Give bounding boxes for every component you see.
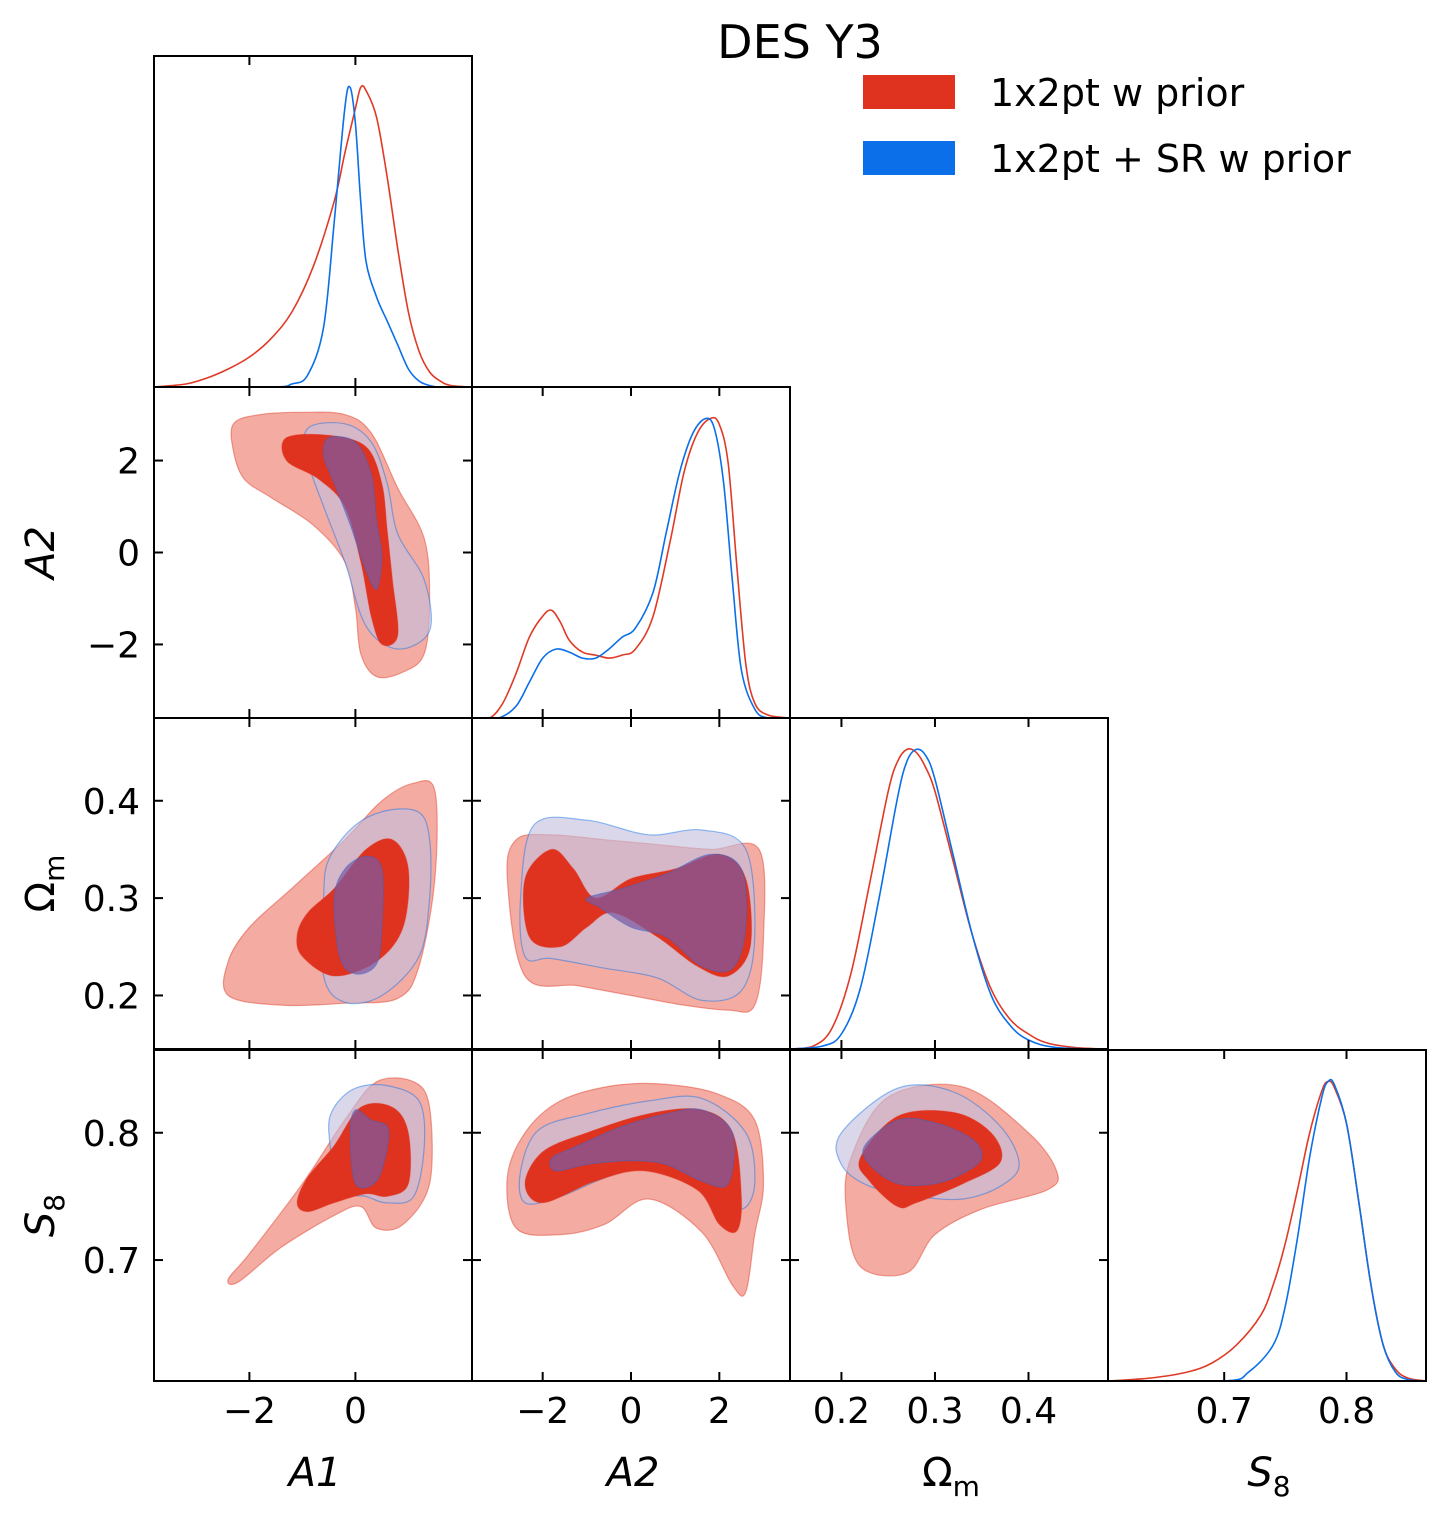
y-tick-label-A2: 2	[117, 442, 140, 483]
panel-body	[472, 416, 790, 718]
legend-swatch-2	[863, 141, 955, 175]
panel-Om-Om	[789, 717, 1109, 1050]
panel-A1-S8: −2 0 0.7 0.8	[83, 1049, 473, 1432]
y-axis-label-Om-sub: m	[38, 855, 71, 882]
x-tick-label-A1: 0	[344, 1391, 367, 1432]
contour-68-A1-S8-series-2	[349, 1109, 390, 1189]
marginal-line-A2-series-1	[472, 416, 790, 718]
y-axis-label-Om-main: Ω	[18, 882, 64, 913]
marginal-line-A2-series-2	[472, 417, 790, 718]
x-axis-label-S8-main: S	[1247, 1450, 1272, 1496]
legend-label-2: 1x2pt + SR w prior	[990, 137, 1351, 181]
y-tick-label-Om: 0.4	[83, 782, 140, 823]
contour-68-Om-S8-series-2	[862, 1117, 983, 1187]
y-tick-label-S8: 0.7	[83, 1241, 140, 1282]
contour-68-A2-Om-series-2	[585, 853, 748, 973]
x-tick-label-A2: 2	[708, 1391, 731, 1432]
contour-68-A1-Om-series-2	[333, 855, 384, 975]
marginal-line-Om-series-2	[790, 748, 1108, 1049]
y-tick-label-S8: 0.8	[83, 1114, 140, 1155]
marginal-line-A1-series-2	[154, 85, 472, 387]
y-axis-label-S8-main: S	[18, 1212, 64, 1237]
y-axis-label-A2: A2	[18, 526, 64, 582]
panel-frame	[153, 55, 473, 388]
panel-A1-A2: −2 0 2	[87, 386, 473, 719]
x-axis-label-Om-sub: m	[953, 1470, 980, 1503]
panel-Om-S8: 0.2 0.3 0.4	[789, 1049, 1109, 1432]
legend: 1x2pt w prior 1x2pt + SR w prior	[863, 71, 1351, 181]
y-axis-label-S8-sub: 8	[38, 1194, 71, 1212]
panel-frame	[789, 717, 1109, 1050]
legend-swatch-1	[863, 75, 955, 109]
x-tick-label-A2: 0	[620, 1391, 643, 1432]
marginal-line-Om-series-1	[790, 748, 1108, 1049]
panel-frame	[1107, 1049, 1427, 1382]
panel-body	[790, 748, 1108, 1049]
panel-A2-A2	[471, 386, 791, 719]
y-tick-label-Om: 0.3	[83, 879, 140, 920]
y-tick-label-A2: 0	[117, 534, 140, 575]
y-axis-label-S8: S8	[18, 1194, 71, 1237]
panel-body	[230, 411, 432, 679]
x-tick-label-Om: 0.3	[906, 1391, 963, 1432]
contour-68-A2-S8-series-2	[549, 1108, 735, 1188]
y-tick-label-A2: −2	[87, 625, 140, 666]
panel-A2-S8: −2 0 2	[471, 1049, 791, 1432]
panel-body	[154, 84, 472, 387]
marginal-line-S8-series-2	[1108, 1078, 1426, 1381]
x-tick-label-A2: −2	[516, 1391, 569, 1432]
x-axis-label-Om: Ωm	[922, 1450, 980, 1503]
marginal-line-S8-series-1	[1108, 1080, 1426, 1381]
x-tick-label-Om: 0.4	[1000, 1391, 1057, 1432]
x-axis-label-S8: S8	[1247, 1450, 1290, 1503]
legend-label-1: 1x2pt w prior	[990, 71, 1245, 115]
panel-body	[835, 1083, 1059, 1277]
contour-68-A1-A2-series-2	[322, 435, 383, 591]
panel-body	[227, 1077, 433, 1286]
panel-A2-Om	[471, 717, 791, 1050]
y-tick-label-Om: 0.2	[83, 976, 140, 1017]
y-axis-label-Om: Ωm	[18, 855, 71, 913]
x-axis-label-A1: A1	[286, 1450, 342, 1496]
x-tick-label-S8: 0.7	[1196, 1391, 1253, 1432]
x-tick-label-S8: 0.8	[1318, 1391, 1375, 1432]
x-tick-label-A1: −2	[223, 1391, 276, 1432]
x-axis-label-A2: A2	[604, 1450, 660, 1496]
panel-body	[1108, 1078, 1426, 1381]
x-tick-label-Om: 0.2	[813, 1391, 870, 1432]
chart-title: DES Y3	[717, 15, 883, 69]
panel-body	[506, 816, 766, 1013]
panel-frame	[471, 386, 791, 719]
panel-body	[506, 1082, 765, 1297]
x-axis-label-Om-main: Ω	[922, 1450, 953, 1496]
panel-body	[222, 779, 438, 1007]
x-axis-label-S8-sub: 8	[1273, 1470, 1291, 1503]
marginal-line-A1-series-1	[154, 84, 472, 387]
panel-A1-Om: 0.2 0.3 0.4	[83, 717, 473, 1050]
panel-A1-A1	[153, 55, 473, 388]
panel-S8-S8: 0.7 0.8	[1107, 1049, 1427, 1432]
